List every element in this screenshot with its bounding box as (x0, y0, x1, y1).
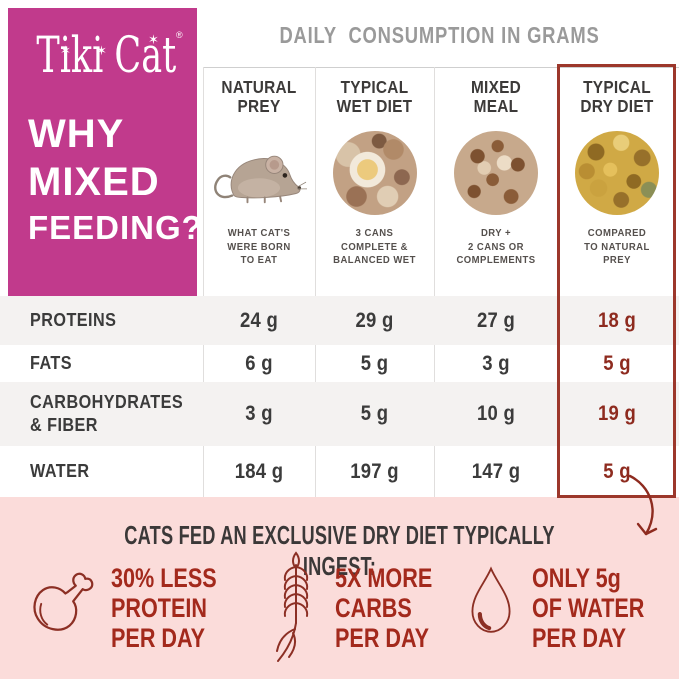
column-divider (203, 67, 204, 497)
dry-kibble-image (575, 131, 659, 215)
column-title: NATURAL PREY (221, 77, 297, 116)
column-title: MIXED MEAL (470, 77, 522, 116)
column-title: TYPICAL DRY DIET (580, 77, 654, 116)
nutrient-row-fats: FATS 6 g 5 g 3 g 5 g (0, 345, 679, 382)
column-note: WHAT CAT'S WERE BORN TO EAT (227, 228, 291, 266)
cell-value: 5 g (360, 402, 389, 425)
sparkle-star-icon: ✶ (148, 32, 159, 47)
stat-text-water: ONLY 5g OF WATER PER DAY (532, 563, 645, 653)
headline-line: WHY (28, 112, 125, 156)
wheat-icon (276, 551, 309, 662)
dry-diet-highlight-box (557, 64, 676, 498)
column-divider (315, 67, 316, 497)
cell-value: 5 g (603, 351, 631, 375)
logo-text: Tiki Cat (36, 26, 177, 84)
column-divider (434, 67, 435, 497)
drumstick-icon (33, 572, 94, 631)
cell-value: 27 g (476, 308, 516, 332)
column-title: TYPICAL WET DIET (336, 77, 413, 116)
cell-value: 3 g (245, 402, 273, 425)
footer-section: CATS FED AN EXCLUSIVE DRY DIET TYPICALLY… (0, 497, 679, 679)
daily-consumption-title: DAILY CONSUMPTION IN GRAMS (279, 22, 600, 48)
nutrient-row-carbohydrates: CARBOHYDRATES & FIBER 3 g 5 g 10 g 19 g (0, 382, 679, 446)
cell-value: 29 g (355, 308, 394, 332)
stat-text-protein: 30% LESS PROTEIN PER DAY (111, 563, 217, 653)
column-note: DRY + 2 CANS OR COMPLEMENTS (456, 228, 536, 266)
footer-title: CATS FED AN EXCLUSIVE DRY DIET TYPICALLY… (124, 520, 555, 581)
column-header-mixed-meal: MIXED MEAL DRY + 2 CANS OR COMPLEMENTS (434, 67, 558, 296)
tiki-cat-logo: Tiki Cat ✶ ✶ ✶ ® (8, 20, 197, 106)
arrow-down-icon (628, 474, 658, 536)
wet-food-image (332, 131, 417, 215)
header-divider (203, 67, 679, 68)
cell-value: 184 g (234, 459, 284, 483)
nutrient-row-proteins: PROTEINS 24 g 29 g 27 g 18 g (0, 296, 679, 345)
column-header-dry-diet: TYPICAL DRY DIET COMPARED TO NATURAL PRE… (558, 67, 676, 296)
headline-line: MIXED (28, 160, 160, 204)
nutrient-row-water: WATER 184 g 197 g 147 g 5 g (0, 446, 679, 497)
cell-value: 5 g (360, 351, 389, 375)
cell-value: 10 g (476, 402, 516, 425)
headline-line: FEEDING? (28, 209, 203, 246)
column-header-wet-diet: TYPICAL WET DIET 3 CANS COMPLETE & BALAN… (315, 67, 434, 296)
column-header-natural-prey: NATURAL PREY WHAT CAT'S WERE BORN TO EAT (203, 67, 315, 296)
row-label: CARBOHYDRATES & FIBER (30, 392, 184, 435)
cell-value: 24 g (239, 308, 279, 332)
water-drop-icon (471, 566, 511, 633)
registered-mark: ® (176, 30, 183, 40)
cell-value: 19 g (597, 402, 637, 425)
mixed-food-image (454, 131, 538, 215)
headline: WHY MIXED FEEDING? (28, 110, 203, 250)
cell-value: 5 g (603, 459, 631, 483)
cell-value: 18 g (597, 308, 637, 332)
row-label: WATER (30, 461, 90, 481)
stat-text-carbs: 5X MORE CARBS PER DAY (335, 563, 433, 653)
column-note: COMPARED TO NATURAL PREY (584, 228, 650, 266)
cell-value: 197 g (350, 459, 399, 483)
mouse-image (214, 155, 307, 204)
column-note: 3 CANS COMPLETE & BALANCED WET (333, 228, 416, 266)
brand-panel: Tiki Cat ✶ ✶ ✶ ® WHY MIXED FEEDING? (8, 8, 202, 296)
cell-value: 6 g (245, 351, 273, 375)
cell-value: 3 g (482, 351, 510, 375)
row-label: PROTEINS (30, 310, 117, 330)
cell-value: 147 g (471, 459, 521, 483)
sparkle-star-icon: ✶ (96, 43, 107, 58)
sparkle-star-icon: ✶ (60, 43, 71, 58)
row-label: FATS (30, 353, 73, 373)
